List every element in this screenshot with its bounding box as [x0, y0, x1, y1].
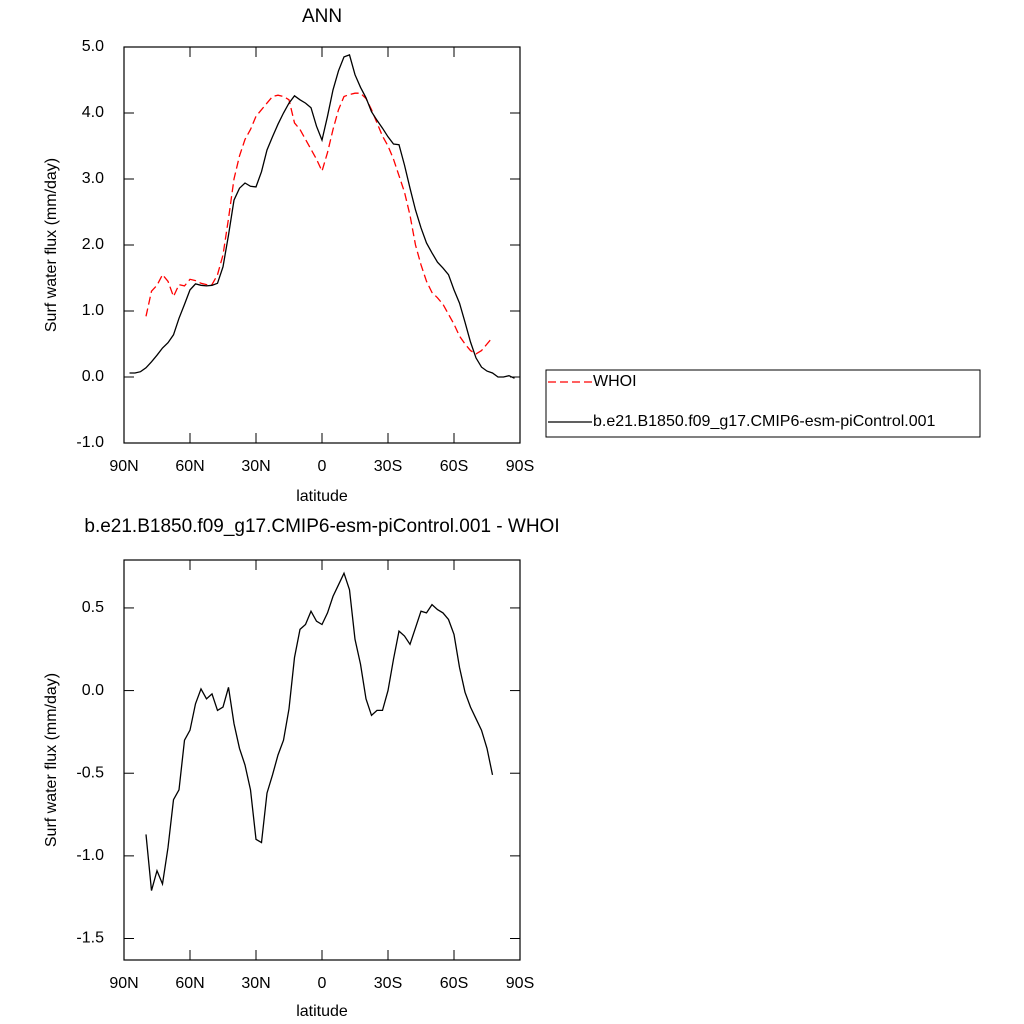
y-tick-label: 3.0 [82, 170, 104, 187]
x-tick-label: 60S [440, 975, 468, 992]
y-tick-label: 5.0 [82, 38, 104, 55]
y-tick-label: -1.5 [76, 930, 104, 947]
x-tick-label: 60N [175, 975, 204, 992]
y-tick-label: 4.0 [82, 104, 104, 121]
y-tick-label: -1.0 [76, 434, 104, 451]
x-tick-label: 30N [241, 975, 270, 992]
chart-title: ANN [302, 6, 342, 27]
x-tick-label: 30S [374, 975, 402, 992]
x-tick-label: 30N [241, 458, 270, 475]
x-tick-label: 90N [109, 975, 138, 992]
x-tick-label: 90S [506, 458, 534, 475]
y-tick-label: 0.5 [82, 599, 104, 616]
x-tick-label: 90N [109, 458, 138, 475]
data-line [145, 92, 493, 355]
data-line [129, 54, 515, 379]
x-tick-label: 0 [318, 458, 327, 475]
x-tick-label: 60N [175, 458, 204, 475]
plot-frame [123, 46, 521, 444]
y-tick-label: 0.0 [82, 682, 104, 699]
y-axis-label: Surf water flux (mm/day) [43, 673, 60, 847]
x-tick-label: 60S [440, 458, 468, 475]
y-tick-label: -1.0 [76, 847, 104, 864]
data-line [145, 571, 494, 891]
y-axis-label: Surf water flux (mm/day) [43, 158, 60, 332]
x-tick-label: 90S [506, 975, 534, 992]
legend-label: b.e21.B1850.f09_g17.CMIP6-esm-piControl.… [593, 413, 936, 430]
x-axis-label: latitude [296, 488, 348, 505]
chart-title: b.e21.B1850.f09_g17.CMIP6-esm-piControl.… [84, 516, 559, 537]
legend-box [545, 369, 981, 438]
y-tick-label: 2.0 [82, 236, 104, 253]
y-tick-label: -0.5 [76, 764, 104, 781]
y-tick-label: 0.0 [82, 368, 104, 385]
x-tick-label: 0 [318, 975, 327, 992]
y-tick-label: 1.0 [82, 302, 104, 319]
legend-label: WHOI [593, 373, 637, 390]
x-tick-label: 30S [374, 458, 402, 475]
x-axis-label: latitude [296, 1003, 348, 1020]
plot-frame [123, 559, 521, 961]
